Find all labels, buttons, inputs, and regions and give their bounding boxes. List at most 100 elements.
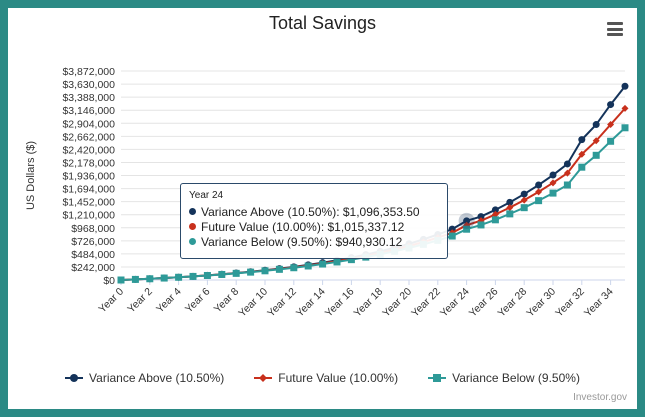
data-point xyxy=(203,271,211,279)
data-point xyxy=(218,270,226,278)
data-point xyxy=(304,262,312,270)
tooltip-header: Year 24 xyxy=(189,190,224,201)
chart-title: Total Savings xyxy=(268,13,377,33)
data-point xyxy=(607,101,615,109)
y-tick-label: $2,904,000 xyxy=(62,118,115,130)
legend-label: Variance Below (9.50%) xyxy=(452,371,580,385)
data-point xyxy=(491,206,499,214)
data-point xyxy=(578,163,586,171)
x-tick-label: Year 28 xyxy=(496,286,530,320)
data-point xyxy=(463,225,471,233)
data-point xyxy=(592,137,600,145)
data-point xyxy=(549,171,557,179)
x-tick-label: Year 0 xyxy=(96,286,126,316)
data-point xyxy=(520,204,528,212)
y-tick-label: $3,146,000 xyxy=(62,105,115,117)
x-tick-label: Year 30 xyxy=(524,286,558,320)
data-point xyxy=(535,197,543,205)
x-tick-label: Year 2 xyxy=(125,286,155,316)
y-tick-label: $3,388,000 xyxy=(62,92,115,104)
y-tick-label: $1,694,000 xyxy=(62,184,115,196)
legend-item-future[interactable]: Future Value (10.00%) xyxy=(254,371,398,385)
data-point xyxy=(563,181,571,189)
y-tick-label: $3,630,000 xyxy=(62,79,115,91)
data-point xyxy=(290,264,298,272)
data-point xyxy=(621,82,629,90)
x-tick-label: Year 20 xyxy=(380,286,414,320)
x-tick-label: Year 12 xyxy=(265,286,299,320)
y-tick-label: $1,210,000 xyxy=(62,210,115,222)
data-point xyxy=(261,267,269,275)
x-tick-label: Year 32 xyxy=(553,286,587,320)
tooltip-row-label: Variance Below (9.50%): $940,930.12 xyxy=(201,234,403,249)
series-below-dot-icon xyxy=(189,238,196,245)
tooltip-row-label: Variance Above (10.50%): $1,096,353.50 xyxy=(201,204,420,219)
y-tick-label: $726,000 xyxy=(71,236,115,248)
data-point xyxy=(535,188,543,196)
data-point xyxy=(491,210,499,218)
chart-container: Total Savings $0 $242,000 $484,000 $726,000… xyxy=(8,8,637,409)
credit-link[interactable]: Investor.gov xyxy=(573,392,627,403)
data-point xyxy=(247,268,255,276)
x-tick-label: Year 6 xyxy=(183,286,213,316)
legend-square-marker-icon xyxy=(428,374,447,382)
data-point xyxy=(189,272,197,280)
data-point xyxy=(131,275,139,283)
legend-circle-marker-icon xyxy=(65,374,84,382)
y-tick-label: $968,000 xyxy=(71,223,115,235)
data-point xyxy=(477,213,485,221)
data-point xyxy=(621,124,629,132)
data-point xyxy=(520,190,528,198)
data-point xyxy=(463,217,471,225)
data-point xyxy=(506,198,514,206)
y-tick-label: $1,452,000 xyxy=(62,197,115,209)
data-point xyxy=(506,204,514,212)
legend-item-above[interactable]: Variance Above (10.50%) xyxy=(65,371,224,385)
hamburger-menu-icon[interactable] xyxy=(607,22,623,36)
legend-item-below[interactable]: Variance Below (9.50%) xyxy=(428,371,580,385)
data-point xyxy=(175,273,183,281)
y-tick-label: $242,000 xyxy=(71,262,115,274)
tooltip-row-label: Future Value (10.00%): $1,015,337.12 xyxy=(201,219,405,234)
data-point xyxy=(563,160,571,168)
data-point xyxy=(607,121,615,129)
data-point xyxy=(491,216,499,224)
data-point xyxy=(448,232,456,240)
data-point xyxy=(520,196,528,204)
series-above-dot-icon xyxy=(189,208,196,215)
data-point xyxy=(146,275,154,283)
data-point xyxy=(607,137,615,145)
data-point xyxy=(578,150,586,158)
data-point xyxy=(549,189,557,197)
y-tick-label: $3,872,000 xyxy=(62,66,115,78)
data-point xyxy=(549,179,557,187)
y-axis-title: US Dollars ($) xyxy=(25,141,37,210)
data-point xyxy=(563,169,571,177)
data-point xyxy=(535,181,543,189)
x-tick-label: Year 4 xyxy=(154,286,184,316)
data-point xyxy=(333,258,341,266)
y-tick-label: $484,000 xyxy=(71,249,115,261)
data-point xyxy=(160,274,168,282)
x-tick-label: Year 34 xyxy=(582,286,616,320)
x-tick-label: Year 14 xyxy=(294,286,328,320)
data-point xyxy=(319,260,327,268)
data-tooltip: Year 24 Variance Above (10.50%): $1,096,… xyxy=(180,183,448,259)
legend-label: Variance Above (10.50%) xyxy=(89,371,225,385)
data-point xyxy=(232,269,240,277)
data-point xyxy=(578,136,586,144)
x-tick-label: Year 26 xyxy=(467,286,501,320)
x-tick-label: Year 16 xyxy=(323,286,357,320)
data-point xyxy=(621,104,629,112)
y-tick-label: $2,178,000 xyxy=(62,157,115,169)
data-point xyxy=(477,221,485,229)
y-tick-label: $2,420,000 xyxy=(62,144,115,156)
x-tick-label: Year 18 xyxy=(352,286,386,320)
data-point xyxy=(592,121,600,129)
hover-halo xyxy=(458,212,475,229)
data-point xyxy=(275,265,283,273)
tooltip-row-below: Variance Below (9.50%): $940,930.12 xyxy=(189,234,439,249)
chart-legend: Variance Above (10.50%) Future Value (10… xyxy=(8,371,637,385)
tooltip-row-future: Future Value (10.00%): $1,015,337.12 xyxy=(189,219,439,234)
data-point xyxy=(506,210,514,218)
